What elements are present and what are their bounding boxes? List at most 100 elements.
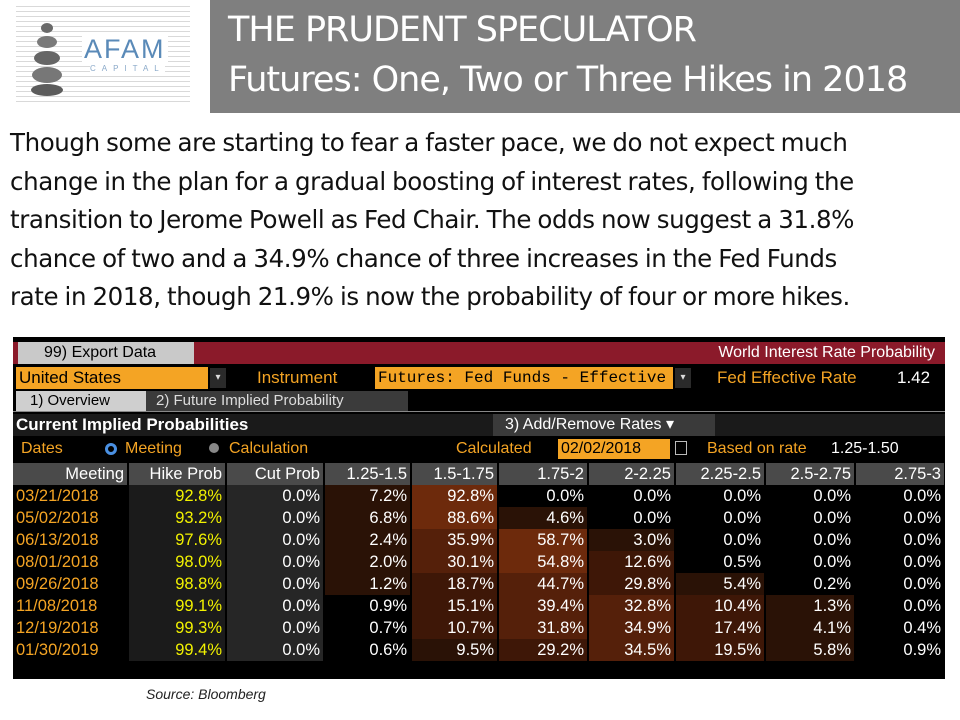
probability-cell: 0.0% [675, 507, 766, 529]
probability-cell: 0.0% [675, 485, 766, 507]
column-header[interactable]: 2-2.25 [588, 463, 676, 485]
probability-cell: 0.0% [226, 595, 325, 617]
column-header[interactable]: Meeting [13, 463, 129, 485]
probability-cell: 0.0% [675, 529, 766, 551]
based-on-value: 1.25-1.50 [831, 440, 899, 457]
column-header[interactable]: Hike Prob [128, 463, 227, 485]
tab-overview[interactable]: 1) Overview [16, 391, 146, 411]
calendar-icon[interactable] [675, 441, 687, 455]
probability-cell: 39.4% [498, 595, 589, 617]
tab-bar: 1) Overview 2) Future Implied Probabilit… [13, 391, 945, 412]
table-row[interactable]: 05/02/2018 93.2% 0.0% 6.8% 88.6% 4.6% 0.0% 0.0%… [13, 507, 945, 529]
column-header[interactable]: 1.5-1.75 [411, 463, 499, 485]
meeting-date-cell: 03/21/2018 [13, 485, 129, 507]
probability-cell: 31.8% [498, 617, 589, 639]
table-body: 03/21/2018 92.8% 0.0% 7.2% 92.8% 0.0% 0.0% 0.0%… [13, 485, 945, 661]
probability-cell: 92.8% [411, 485, 499, 507]
fed-rate-label: Fed Effective Rate [717, 368, 857, 387]
paragraph-line: chance of two and a 34.9% chance of thre… [10, 243, 837, 273]
body-paragraph: Though some are starting to fear a faste… [10, 124, 955, 317]
meeting-date-cell: 01/30/2019 [13, 639, 129, 661]
meeting-date-cell: 08/01/2018 [13, 551, 129, 573]
chevron-down-icon: ▾ [665, 416, 675, 433]
meeting-date-cell: 05/02/2018 [13, 507, 129, 529]
probability-cell: 99.1% [128, 595, 227, 617]
table-row[interactable]: 06/13/2018 97.6% 0.0% 2.4% 35.9% 58.7% 3.0% 0.0… [13, 529, 945, 551]
probability-cell: 0.0% [226, 617, 325, 639]
calculated-date-input[interactable]: 02/02/2018 [558, 439, 670, 459]
logo: AFAM CAPITAL [0, 0, 210, 113]
selector-row: United States ▾ Instrument Futures: Fed … [13, 367, 945, 389]
meeting-date-cell: 11/08/2018 [13, 595, 129, 617]
probability-cell: 3.0% [588, 529, 676, 551]
table-row[interactable]: 09/26/2018 98.8% 0.0% 1.2% 18.7% 44.7% 29.8% 5.… [13, 573, 945, 595]
probability-cell: 0.0% [226, 507, 325, 529]
probability-cell: 0.0% [226, 529, 325, 551]
table-row[interactable]: 01/30/2019 99.4% 0.0% 0.6% 9.5% 29.2% 34.5% 19.… [13, 639, 945, 661]
meeting-date-cell: 09/26/2018 [13, 573, 129, 595]
probability-cell: 35.9% [411, 529, 499, 551]
add-remove-rates-button[interactable]: 3) Add/Remove Rates ▾ [493, 414, 715, 436]
probability-cell: 6.8% [324, 507, 412, 529]
probability-cell: 29.2% [498, 639, 589, 661]
column-header[interactable]: 1.75-2 [498, 463, 589, 485]
probability-cell: 0.6% [324, 639, 412, 661]
fed-rate-value: 1.42 [897, 368, 931, 387]
probability-cell: 2.0% [324, 551, 412, 573]
probability-cell: 44.7% [498, 573, 589, 595]
country-select[interactable]: United States [16, 367, 208, 389]
calculation-radio[interactable] [209, 443, 219, 453]
probability-cell: 88.6% [411, 507, 499, 529]
probability-cell: 10.4% [675, 595, 766, 617]
probability-cell: 0.0% [765, 485, 856, 507]
table-row[interactable]: 03/21/2018 92.8% 0.0% 7.2% 92.8% 0.0% 0.0% 0.0%… [13, 485, 945, 507]
chevron-down-icon[interactable]: ▾ [210, 368, 226, 388]
probability-cell: 0.0% [498, 485, 589, 507]
column-header[interactable]: 1.25-1.5 [324, 463, 412, 485]
meeting-date-cell: 12/19/2018 [13, 617, 129, 639]
meeting-radio[interactable] [105, 443, 117, 455]
probability-cell: 99.3% [128, 617, 227, 639]
header-banner: AFAM CAPITAL THE PRUDENT SPECULATOR Futu… [0, 0, 960, 113]
probability-cell: 34.5% [588, 639, 676, 661]
export-data-button[interactable]: 99) Export Data [18, 342, 194, 364]
probability-cell: 15.1% [411, 595, 499, 617]
calculated-label: Calculated [456, 440, 532, 457]
instrument-select[interactable]: Futures: Fed Funds - Effective [375, 367, 673, 389]
probability-cell: 0.4% [855, 617, 945, 639]
table-row[interactable]: 12/19/2018 99.3% 0.0% 0.7% 10.7% 31.8% 34.9% 17… [13, 617, 945, 639]
bloomberg-panel: 99) Export Data World Interest Rate Prob… [13, 337, 945, 679]
probability-cell: 93.2% [128, 507, 227, 529]
probability-cell: 0.2% [765, 573, 856, 595]
probability-cell: 0.0% [855, 551, 945, 573]
probability-cell: 18.7% [411, 573, 499, 595]
instrument-label: Instrument [257, 368, 338, 387]
probability-cell: 97.6% [128, 529, 227, 551]
probability-cell: 58.7% [498, 529, 589, 551]
probability-cell: 29.8% [588, 573, 676, 595]
probability-cell: 99.4% [128, 639, 227, 661]
probability-cell: 0.7% [324, 617, 412, 639]
tab-future-implied-probability[interactable]: 2) Future Implied Probability [146, 391, 408, 411]
chevron-down-icon[interactable]: ▾ [675, 368, 691, 388]
probability-cell: 0.9% [324, 595, 412, 617]
column-header[interactable]: 2.25-2.5 [675, 463, 766, 485]
probability-cell: 0.0% [855, 485, 945, 507]
probability-table: Meeting Hike Prob Cut Prob 1.25-1.5 1.5-1.75… [13, 463, 945, 661]
probability-cell: 9.5% [411, 639, 499, 661]
logo-text: AFAM [82, 34, 168, 65]
probability-cell: 19.5% [675, 639, 766, 661]
paragraph-line: change in the plan for a gradual boostin… [10, 166, 854, 196]
column-header[interactable]: 2.5-2.75 [765, 463, 856, 485]
paragraph-line: Though some are starting to fear a faste… [10, 128, 848, 157]
probability-cell: 98.8% [128, 573, 227, 595]
column-header[interactable]: Cut Prob [226, 463, 325, 485]
table-header-row: Meeting Hike Prob Cut Prob 1.25-1.5 1.5-1.75… [13, 463, 945, 485]
column-header[interactable]: 2.75-3 [855, 463, 945, 485]
stones-icon [31, 23, 63, 96]
table-row[interactable]: 11/08/2018 99.1% 0.0% 0.9% 15.1% 39.4% 32.8% 10… [13, 595, 945, 617]
add-remove-label: 3) Add/Remove Rates [505, 416, 662, 433]
probability-cell: 0.0% [765, 507, 856, 529]
table-row[interactable]: 08/01/2018 98.0% 0.0% 2.0% 30.1% 54.8% 12.6% 0.… [13, 551, 945, 573]
probability-cell: 7.2% [324, 485, 412, 507]
